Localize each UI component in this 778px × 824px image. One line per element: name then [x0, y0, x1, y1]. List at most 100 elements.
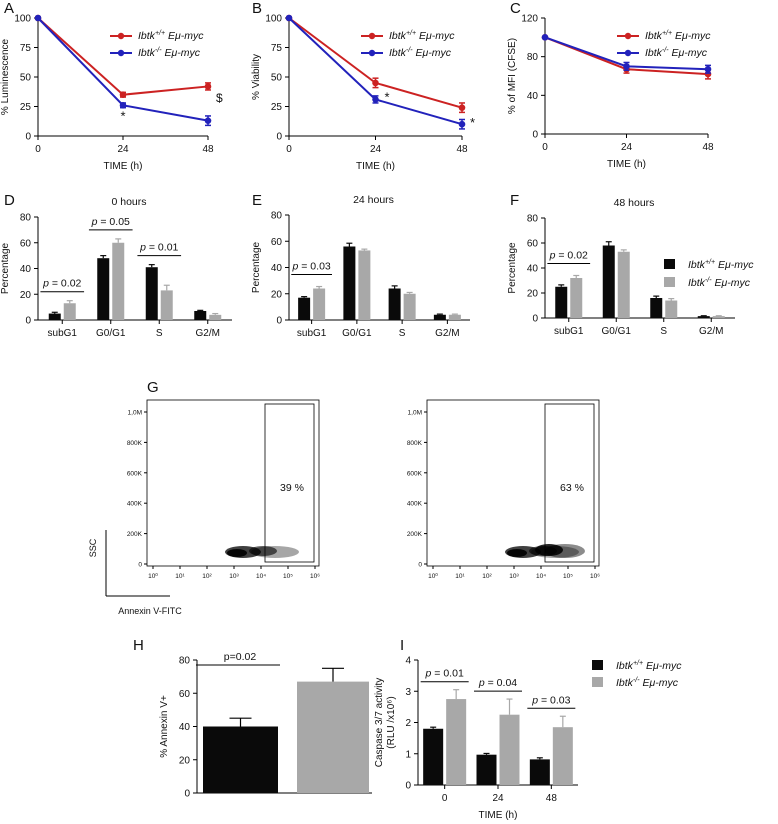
density-cloud	[227, 549, 247, 557]
bar-chart-I: 0 1 2 3 4 0 24 48 Caspase 3/7 activity(RLU /x10⁶…	[374, 656, 578, 821]
y-tick-label: 75	[271, 43, 283, 54]
y-tick-label: 200K	[407, 531, 423, 538]
bar-wt	[697, 316, 710, 318]
x-tick-label: 10³	[229, 573, 239, 580]
x-tick-label: 10⁶	[310, 573, 320, 580]
panel-label-F: F	[510, 192, 519, 209]
y-tick-label: 400K	[127, 501, 143, 508]
density-cloud	[249, 546, 277, 556]
bar-wt	[97, 258, 110, 320]
x-tick-label: G2/M	[435, 328, 459, 339]
density-cloud	[507, 549, 527, 557]
y-tick-label: 50	[20, 73, 32, 84]
gate-percent: 63 %	[560, 482, 584, 494]
bar-wt	[433, 314, 446, 320]
gate	[264, 403, 315, 563]
y-tick-label: 800K	[407, 440, 423, 447]
pvalue-label: p = 0.03	[531, 694, 570, 706]
y-tick-label: 40	[527, 91, 539, 102]
line-chart-B: 0 25 50 75 100 0 24 48 TIME (h) % Viability Ibtk+/…	[251, 14, 475, 173]
bar-chart-F: 0 20 40 60 80 subG1 G0/G1 S G2/M 48 hours Percenta…	[507, 197, 735, 337]
panel-label-G: G	[147, 379, 159, 396]
pvalue-label: p = 0.02	[549, 250, 588, 262]
bar-ko	[448, 314, 461, 320]
x-tick-label: 10²	[202, 573, 212, 580]
legend-marker-wt	[117, 32, 125, 40]
y-tick-label: 200K	[127, 531, 143, 538]
bar-ko	[552, 727, 573, 785]
y-axis-label: Percentage	[507, 242, 518, 294]
x-tick-label: G0/G1	[96, 328, 126, 339]
y-tick-label: 80	[20, 213, 32, 224]
y-tick-label: 80	[179, 656, 191, 667]
x-axis-label: TIME (h)	[356, 161, 395, 172]
y-axis-label: % of MFI (CFSE)	[507, 38, 518, 114]
y-tick-label: 60	[271, 237, 283, 248]
y-tick-label: 0	[184, 789, 190, 800]
bar-ko	[209, 314, 222, 320]
significance-star: *	[385, 89, 390, 104]
x-tick-label: G0/G1	[602, 326, 632, 337]
gate-percent: 39 %	[280, 482, 304, 494]
x-tick-label: 0	[35, 144, 41, 155]
y-tick-label: 0	[532, 130, 538, 141]
y-tick-label: 400K	[407, 501, 423, 508]
y-axis-label: % Annexin V+	[159, 695, 170, 758]
y-tick-label: 0	[405, 781, 411, 792]
legend-swatch-wt	[592, 660, 603, 670]
legend-caspase: Ibtk+/+ Eμ-myc Ibtk-/- Eμ-myc	[592, 660, 682, 689]
y-tick-label: 100	[265, 14, 282, 25]
y-tick-label: 80	[271, 211, 283, 222]
bar-wt	[48, 313, 61, 320]
y-tick-label: 2	[405, 718, 411, 729]
bar-chart-H: 0 20 40 60 80 p=0.02 % Annexin V+	[159, 651, 372, 800]
pvalue-label: p = 0.01	[425, 668, 464, 680]
data-point	[704, 65, 712, 73]
y-tick-label: 40	[271, 263, 283, 274]
bar-wt	[343, 246, 356, 320]
x-tick-label: 10⁵	[563, 573, 573, 580]
data-point	[204, 117, 212, 124]
data-point	[623, 63, 630, 70]
x-tick-label: 24	[370, 144, 382, 155]
pvalue-label: p = 0.02	[42, 278, 81, 290]
x-tick-label: 10⁴	[536, 573, 546, 580]
y-tick-label: 40	[527, 264, 539, 275]
bar-wt	[650, 298, 663, 318]
y-tick-label: 0	[276, 316, 282, 327]
x-tick-label: 24	[117, 144, 129, 155]
panel-label-E: E	[252, 192, 262, 209]
legend-marker-ko	[368, 49, 376, 57]
x-tick-label: subG1	[297, 328, 327, 339]
bar-wt	[194, 310, 207, 320]
bar-ko	[358, 250, 371, 320]
y-tick-label: 1	[405, 749, 411, 760]
bar-ko	[112, 242, 125, 320]
x-tick-label: 48	[456, 144, 468, 155]
pvalue-label: p = 0.04	[478, 677, 517, 689]
legend-swatch-wt	[664, 259, 675, 269]
chart-title: 24 hours	[353, 194, 394, 206]
bar-ko	[499, 714, 520, 785]
data-point	[372, 79, 379, 87]
y-tick-label: 20	[271, 289, 283, 300]
pvalue-label: p = 0.03	[292, 261, 331, 273]
y-tick-label: 600K	[407, 470, 423, 477]
legend-marker-wt	[368, 32, 376, 40]
legend-label-wt: Ibtk+/+ Eμ-myc	[645, 30, 711, 42]
y-tick-label: 0	[276, 132, 282, 143]
flow-plot-1: 1,0M 800K 600K 400K 200K 0 10⁰ 10¹ 10² 10³ 10⁴ 10⁵ 1…	[127, 399, 320, 580]
y-axis-label: Percentage	[251, 241, 262, 293]
x-tick-label: S	[156, 328, 163, 339]
bar-ko	[403, 293, 416, 320]
panel-label-C: C	[510, 0, 521, 17]
y-tick-label: 120	[521, 14, 538, 25]
legend-swatch-ko	[592, 677, 603, 687]
bar-wt	[476, 754, 497, 785]
data-point	[285, 14, 293, 22]
flow-axis-indicators: SSC Annexin V-FITC	[88, 530, 182, 616]
y-tick-label: 25	[20, 102, 32, 113]
x-tick-label: 48	[546, 793, 558, 804]
panel-label-I: I	[400, 637, 404, 654]
legend-label-ko: Ibtk-/- Eμ-myc	[688, 277, 751, 289]
